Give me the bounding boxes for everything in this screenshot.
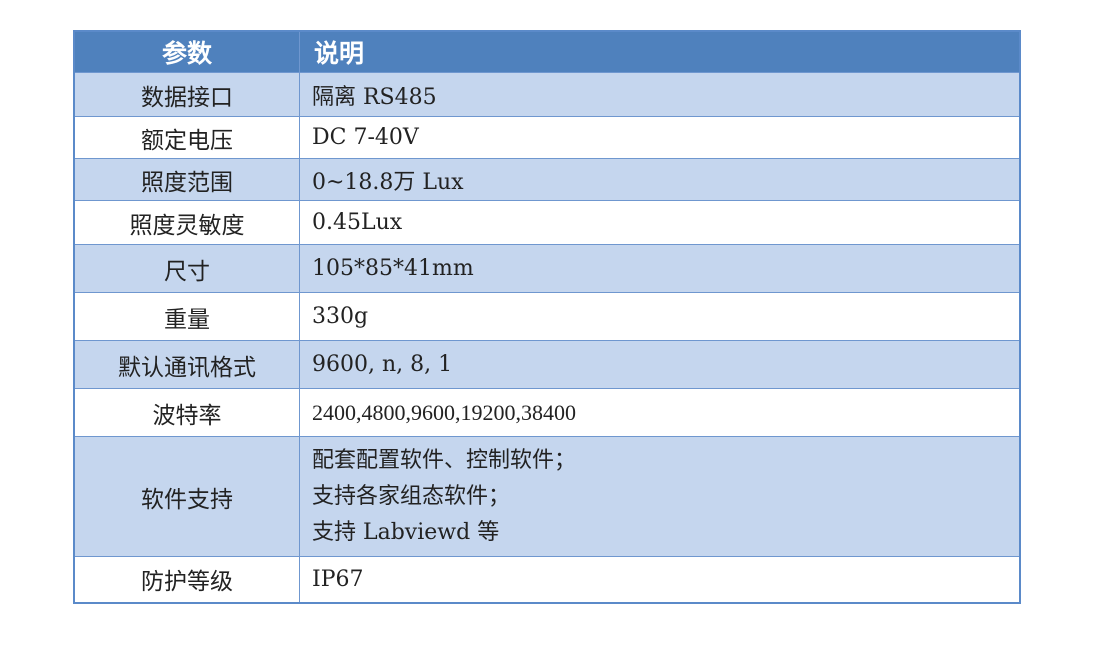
desc-cell: 配套配置软件、控制软件； 支持各家组态软件； 支持 Labviewd 等 bbox=[299, 436, 1021, 557]
desc-cell: 330g bbox=[299, 292, 1021, 341]
param-cell: 额定电压 bbox=[73, 116, 300, 159]
param-cell: 尺寸 bbox=[73, 244, 300, 293]
param-cell: 照度灵敏度 bbox=[73, 200, 300, 245]
table-row: 默认通讯格式 9600, n, 8, 1 bbox=[73, 340, 1021, 389]
desc-line: 配套配置软件、控制软件； bbox=[312, 447, 577, 473]
desc-line: 支持 Labviewd 等 bbox=[312, 519, 500, 545]
desc-cell: 隔离 RS485 bbox=[299, 72, 1021, 117]
desc-cell: 0~18.8万 Lux bbox=[299, 158, 1021, 201]
desc-line: 支持各家组态软件； bbox=[312, 483, 511, 509]
param-cell: 照度范围 bbox=[73, 158, 300, 201]
desc-cell: 105*85*41mm bbox=[299, 244, 1021, 293]
table-row: 尺寸 105*85*41mm bbox=[73, 244, 1021, 293]
param-cell: 数据接口 bbox=[73, 72, 300, 117]
desc-cell: DC 7-40V bbox=[299, 116, 1021, 159]
table-header: 参数 说明 bbox=[73, 30, 1021, 73]
table-row: 数据接口 隔离 RS485 bbox=[73, 72, 1021, 117]
header-param: 参数 bbox=[73, 30, 300, 73]
desc-cell: IP67 bbox=[299, 556, 1021, 603]
table-row: 照度灵敏度 0.45Lux bbox=[73, 200, 1021, 245]
param-cell: 波特率 bbox=[73, 388, 300, 437]
param-cell: 默认通讯格式 bbox=[73, 340, 300, 389]
table-row: 额定电压 DC 7-40V bbox=[73, 116, 1021, 159]
table-row: 照度范围 0~18.8万 Lux bbox=[73, 158, 1021, 201]
spec-table: 参数 说明 数据接口 隔离 RS485 额定电压 DC 7-40V 照度范围 0… bbox=[73, 30, 1021, 604]
desc-cell: 0.45Lux bbox=[299, 200, 1021, 245]
param-cell: 重量 bbox=[73, 292, 300, 341]
table-row: 防护等级 IP67 bbox=[73, 556, 1021, 603]
header-desc: 说明 bbox=[299, 30, 1021, 73]
table-row: 波特率 2400,4800,9600,19200,38400 bbox=[73, 388, 1021, 437]
desc-cell: 2400,4800,9600,19200,38400 bbox=[299, 388, 1021, 437]
table-row: 软件支持 配套配置软件、控制软件； 支持各家组态软件； 支持 Labviewd … bbox=[73, 436, 1021, 557]
desc-cell: 9600, n, 8, 1 bbox=[299, 340, 1021, 389]
param-cell: 防护等级 bbox=[73, 556, 300, 603]
param-cell: 软件支持 bbox=[73, 436, 300, 557]
table-row: 重量 330g bbox=[73, 292, 1021, 341]
